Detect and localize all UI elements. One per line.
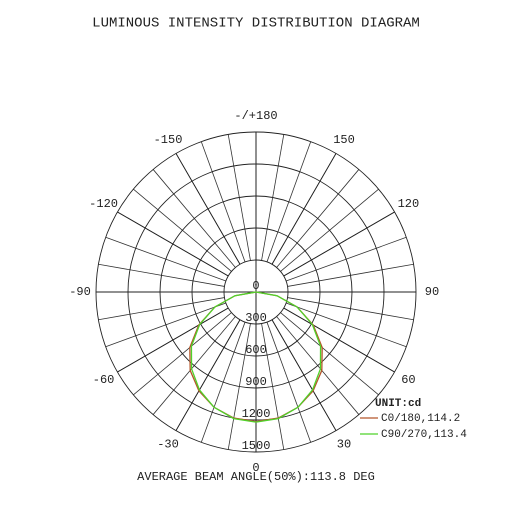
intensity-curve — [190, 291, 322, 423]
angle-tick-label: -30 — [157, 438, 179, 452]
angle-grid-line — [117, 307, 229, 373]
angle-tick-label: 120 — [398, 197, 420, 211]
legend-label: C0/180,114.2 — [381, 413, 460, 425]
angle-tick-label: -60 — [93, 373, 115, 387]
angle-grid-line — [175, 319, 241, 431]
angle-tick-label: -90 — [69, 285, 91, 299]
radial-tick-label: 300 — [245, 311, 267, 325]
angle-grid-line — [271, 153, 337, 265]
angle-grid-line — [175, 153, 241, 265]
angle-tick-label: 90 — [425, 285, 439, 299]
angle-tick-label: 60 — [401, 373, 415, 387]
angle-tick-label: 30 — [337, 438, 351, 452]
angle-tick-label: -/+180 — [234, 109, 277, 123]
angle-tick-label: -120 — [89, 197, 118, 211]
angle-tick-label: 0 — [252, 461, 259, 475]
angle-grid-line — [283, 307, 395, 373]
angle-tick-label: -150 — [154, 133, 183, 147]
angle-grid-line — [283, 211, 395, 277]
unit-label: UNIT:cd — [375, 398, 421, 410]
angle-grid-line — [271, 319, 337, 431]
angle-grid-line — [117, 211, 229, 277]
angle-tick-label: 150 — [333, 133, 355, 147]
chart-title: LUMINOUS INTENSITY DISTRIBUTION DIAGRAM — [92, 16, 420, 32]
legend-label: C90/270,113.4 — [381, 429, 467, 441]
footer: AVERAGE BEAM ANGLE(50%):113.8 DEG — [137, 470, 375, 484]
radial-tick-label: 0 — [252, 279, 259, 293]
